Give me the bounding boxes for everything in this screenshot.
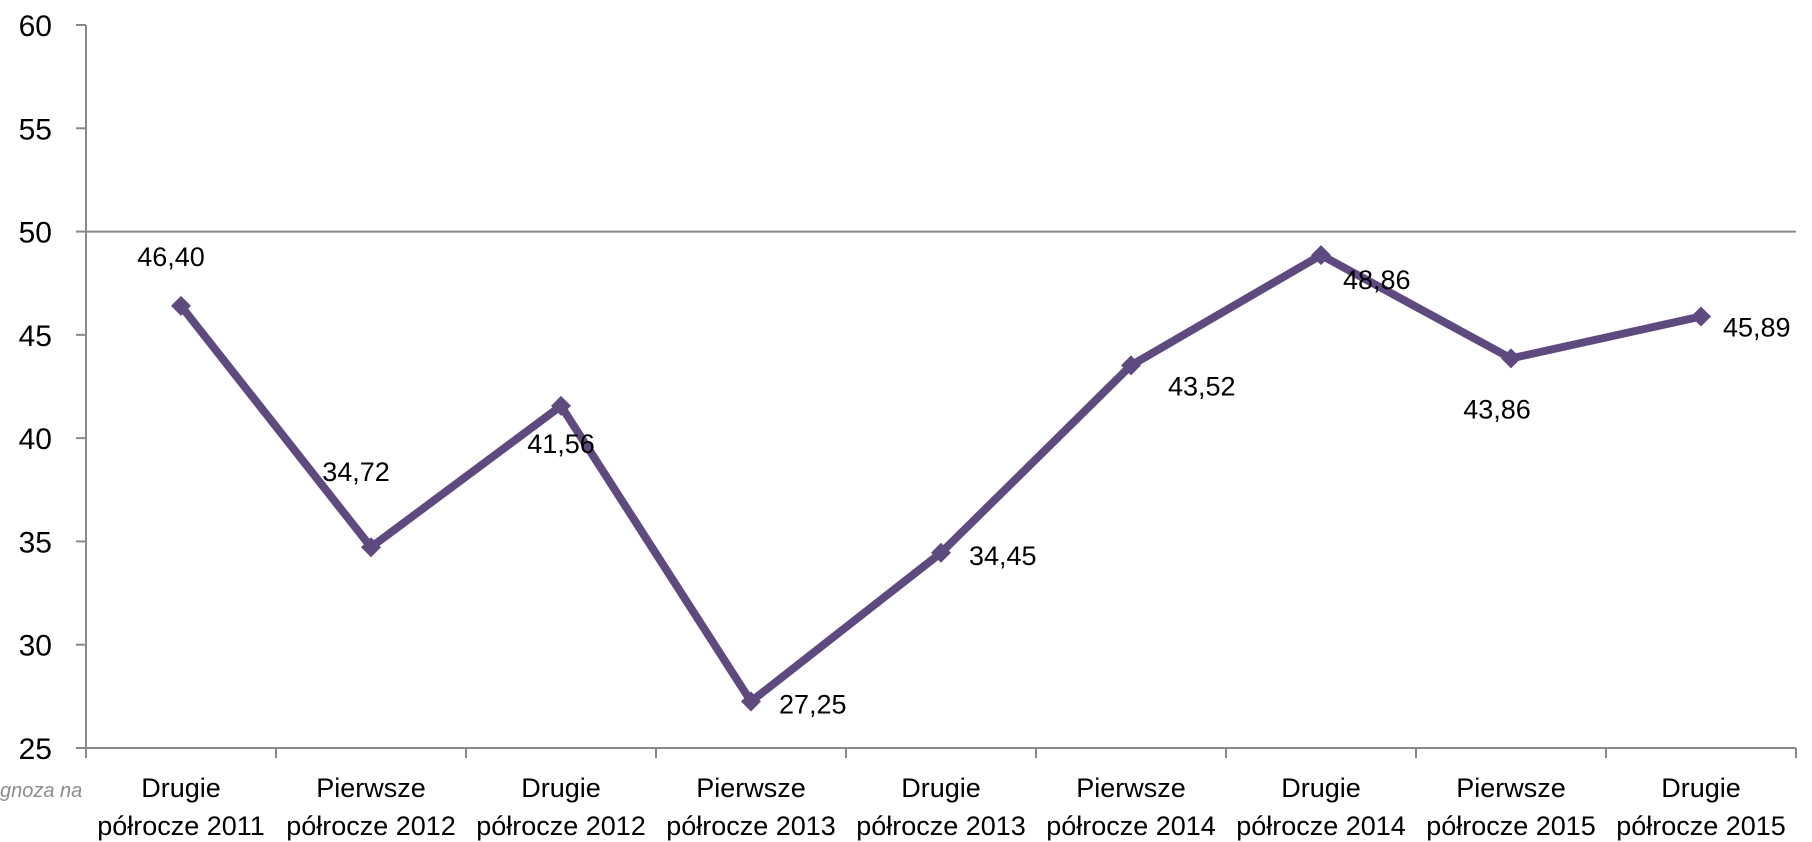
x-category-label-line1: Drugie [1661, 773, 1741, 803]
x-category-label-line2: półrocze 2015 [1426, 811, 1596, 841]
data-label: 43,52 [1168, 371, 1236, 401]
y-tick-label: 30 [19, 630, 52, 663]
x-category-label: Drugie półrocze 2011 [97, 773, 265, 841]
chart-data-labels: 46,40 34,72 41,56 27,25 34,45 43,52 48,86 43,86… [137, 242, 1790, 720]
x-category-label: Pierwsze półrocze 2014 [1046, 773, 1216, 841]
data-label: 34,45 [969, 541, 1037, 571]
data-label: 43,86 [1463, 394, 1531, 424]
data-point-marker [1501, 348, 1521, 369]
data-point-marker [1311, 245, 1331, 266]
x-category-label-line1: Pierwsze [1076, 773, 1186, 803]
x-category-label: Drugie półrocze 2013 [856, 773, 1026, 841]
x-category-label-line1: Drugie [901, 773, 981, 803]
x-category-label: Drugie półrocze 2015 [1616, 773, 1786, 841]
x-category-label-line1: Drugie [521, 773, 601, 803]
data-label: 48,86 [1343, 265, 1411, 295]
data-label: 27,25 [779, 690, 847, 720]
side-note: gnoza na [0, 780, 83, 802]
x-category-label-line2: półrocze 2014 [1046, 811, 1216, 841]
data-label: 45,89 [1723, 312, 1791, 342]
x-category-label-line1: Drugie [1281, 773, 1361, 803]
data-label: 34,72 [322, 457, 390, 487]
x-category-label-line2: półrocze 2014 [1236, 811, 1406, 841]
data-point-marker [931, 542, 951, 563]
x-category-label: Drugie półrocze 2014 [1236, 773, 1406, 841]
y-tick-label: 60 [19, 10, 52, 43]
x-category-label-line1: Pierwsze [1456, 773, 1566, 803]
data-point-marker [551, 395, 571, 416]
x-category-label-line2: półrocze 2015 [1616, 811, 1786, 841]
chart-axes: 60 55 50 45 40 35 30 25 Drugie półrocze 2011 Pierw… [19, 10, 1797, 841]
data-point-marker [171, 295, 191, 316]
series-line [177, 251, 1705, 706]
x-category-label: Pierwsze półrocze 2015 [1426, 773, 1596, 841]
data-point-marker [741, 691, 761, 712]
y-tick-label: 35 [19, 526, 52, 559]
x-category-label: Pierwsze półrocze 2012 [286, 773, 456, 841]
chart-series [171, 245, 1711, 712]
y-tick-label: 55 [19, 113, 52, 146]
data-point-marker [1121, 355, 1141, 376]
y-tick-label: 50 [19, 217, 52, 250]
data-label: 46,40 [137, 242, 205, 272]
x-category-label-line2: półrocze 2013 [666, 811, 836, 841]
y-tick-label: 40 [19, 423, 52, 456]
x-category-label-line2: półrocze 2012 [286, 811, 456, 841]
data-point-marker [1691, 306, 1711, 327]
data-label: 41,56 [527, 429, 595, 459]
x-category-label-line2: półrocze 2012 [476, 811, 646, 841]
x-category-label-line1: Pierwsze [316, 773, 426, 803]
data-point-marker [361, 537, 381, 558]
y-tick-label: 25 [19, 733, 52, 766]
x-category-label-line1: Pierwsze [696, 773, 806, 803]
x-category-label-line2: półrocze 2011 [97, 811, 265, 841]
x-category-label: Drugie półrocze 2012 [476, 773, 646, 841]
x-category-label-line1: Drugie [141, 773, 221, 803]
y-tick-label: 45 [19, 320, 52, 353]
x-category-label: Pierwsze półrocze 2013 [666, 773, 836, 841]
x-category-label-line2: półrocze 2013 [856, 811, 1026, 841]
